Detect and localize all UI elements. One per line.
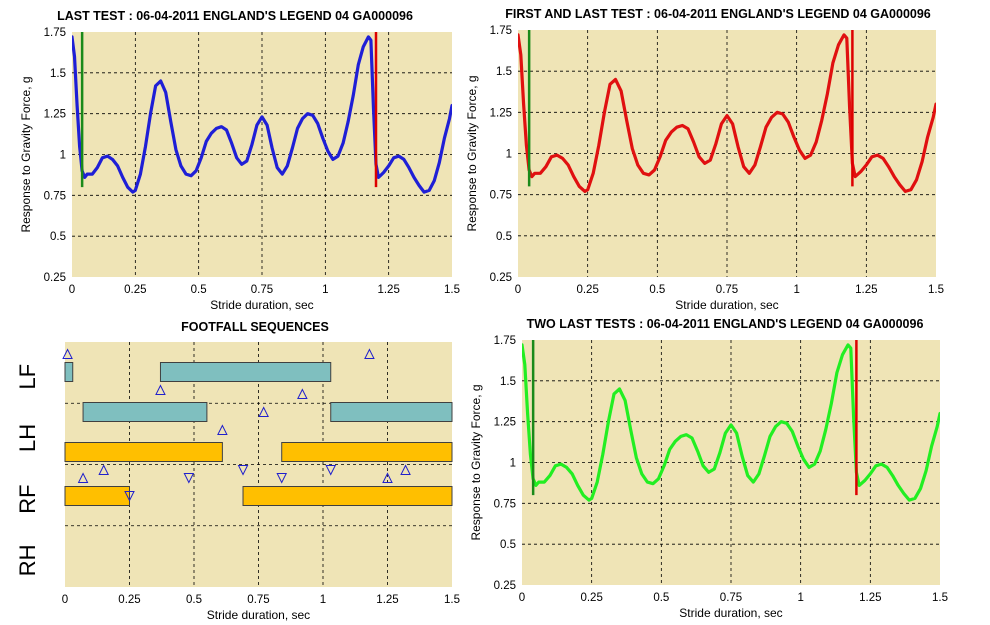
p4-footfall-triangle xyxy=(237,465,249,476)
p3-ytick-label: 0.5 xyxy=(500,539,516,551)
p4-footfall-triangle xyxy=(325,465,337,476)
p2-ytick-label: 0.5 xyxy=(496,231,512,243)
p1-ytick-label: 1.5 xyxy=(50,68,66,80)
p1-xtick-label: 0 xyxy=(69,284,75,296)
p2-title: FIRST AND LAST TEST : 06-04-2011 ENGLAND… xyxy=(505,7,931,21)
p4-title: FOOTFALL SEQUENCES xyxy=(181,320,329,334)
p1-y-axis-label: Response to Gravity Force, g xyxy=(19,76,33,232)
p2-y-axis-label: Response to Gravity Force, g xyxy=(465,75,479,231)
p4-row-label-lh: LH xyxy=(15,424,40,452)
p1-series-line xyxy=(72,35,452,194)
p4-footfall-triangle xyxy=(124,491,135,502)
p2-ytick-label: 1.5 xyxy=(496,66,512,78)
p4-footfall-triangle xyxy=(77,472,89,483)
p4-stance-bar xyxy=(64,362,74,382)
p3-xtick-label: 1 xyxy=(797,592,803,604)
p1-title: LAST TEST : 06-04-2011 ENGLAND'S LEGEND … xyxy=(57,9,413,23)
p1-ytick-label: 1.25 xyxy=(44,109,66,121)
p4-xtick-label: 1.5 xyxy=(444,594,460,606)
p4-xtick-label: 0.75 xyxy=(247,594,269,606)
p4-footfall-triangle xyxy=(364,348,375,359)
p4-xtick-label: 0 xyxy=(62,594,68,606)
p3-ytick-label: 1 xyxy=(510,458,516,470)
p4-footfall-triangle xyxy=(276,473,288,484)
p1-x-axis-label: Stride duration, sec xyxy=(210,298,313,312)
p3-ytick-label: 1.5 xyxy=(500,376,516,388)
p4-stance-bar xyxy=(242,486,453,506)
p1-xtick-label: 0.5 xyxy=(191,284,207,296)
p1-ytick-label: 1.75 xyxy=(44,27,66,39)
p3-xtick-label: 1.25 xyxy=(859,592,881,604)
p4-footfall-triangle xyxy=(183,473,195,484)
p4-stance-bar xyxy=(159,362,332,382)
p3-ytick-label: 1.75 xyxy=(494,335,516,347)
p4-xtick-label: 0.25 xyxy=(118,594,140,606)
p1-xtick-label: 0.25 xyxy=(124,284,146,296)
p2-series-line xyxy=(518,33,936,193)
p2-xtick-label: 0 xyxy=(515,284,521,296)
p1-xtick-label: 1.5 xyxy=(444,284,460,296)
p2-xtick-label: 1.5 xyxy=(928,284,944,296)
p4-footfall-triangle xyxy=(400,464,411,475)
p4-xtick-label: 0.5 xyxy=(186,594,202,606)
p4-footfall-triangle xyxy=(297,388,308,399)
p3-ytick-label: 1.25 xyxy=(494,417,516,429)
p3-xtick-label: 1.5 xyxy=(932,592,948,604)
p2-ytick-label: 1.25 xyxy=(490,107,512,119)
p2-xtick-label: 0.25 xyxy=(576,284,598,296)
p4-footfall-triangle xyxy=(258,406,269,417)
p3-x-axis-label: Stride duration, sec xyxy=(679,606,782,620)
p4-stance-bar xyxy=(330,402,453,422)
p2-xtick-label: 0.5 xyxy=(649,284,665,296)
p1-ytick-label: 1 xyxy=(60,150,66,162)
p1-xtick-label: 0.75 xyxy=(251,284,273,296)
p4-stance-bar xyxy=(64,486,130,506)
p4-footfall-triangle xyxy=(62,348,73,359)
p4-row-label-rf: RF xyxy=(15,484,40,513)
p1-ytick-label: 0.75 xyxy=(44,190,66,202)
p2-ytick-label: 1.75 xyxy=(490,25,512,37)
p4-stance-bar xyxy=(281,442,453,462)
p1-ytick-label: 0.25 xyxy=(44,272,66,284)
p4-row-label-rh: RH xyxy=(15,544,40,576)
p3-ytick-label: 0.25 xyxy=(494,580,516,592)
p1-ytick-label: 0.5 xyxy=(50,231,66,243)
p4-xtick-label: 1 xyxy=(320,594,326,606)
p4-x-axis-label: Stride duration, sec xyxy=(207,608,310,622)
p4-row-label-lf: LF xyxy=(15,364,40,390)
p3-xtick-label: 0.75 xyxy=(720,592,742,604)
p3-ytick-label: 0.75 xyxy=(494,498,516,510)
p3-xtick-label: 0.25 xyxy=(580,592,602,604)
p3-xtick-label: 0 xyxy=(519,592,525,604)
p2-xtick-label: 1 xyxy=(793,284,799,296)
p2-x-axis-label: Stride duration, sec xyxy=(675,298,778,312)
p1-xtick-label: 1.25 xyxy=(377,284,399,296)
p2-xtick-label: 1.25 xyxy=(855,284,877,296)
p2-xtick-label: 0.75 xyxy=(716,284,738,296)
p3-y-axis-label: Response to Gravity Force, g xyxy=(469,384,483,540)
p3-xtick-label: 0.5 xyxy=(653,592,669,604)
p4-stance-bar xyxy=(64,442,223,462)
p4-stance-bar xyxy=(82,402,208,422)
p2-ytick-label: 0.75 xyxy=(490,190,512,202)
p4-footfall-triangle xyxy=(98,464,110,475)
p3-series-line xyxy=(522,343,940,502)
p3-title: TWO LAST TESTS : 06-04-2011 ENGLAND'S LE… xyxy=(527,317,924,331)
p4-footfall-triangle xyxy=(382,472,393,483)
p4-xtick-label: 1.25 xyxy=(376,594,398,606)
p2-ytick-label: 1 xyxy=(506,149,512,161)
p4-footfall-triangle xyxy=(217,424,228,435)
p1-xtick-label: 1 xyxy=(322,284,328,296)
p2-ytick-label: 0.25 xyxy=(490,272,512,284)
p4-footfall-triangle xyxy=(155,384,166,395)
